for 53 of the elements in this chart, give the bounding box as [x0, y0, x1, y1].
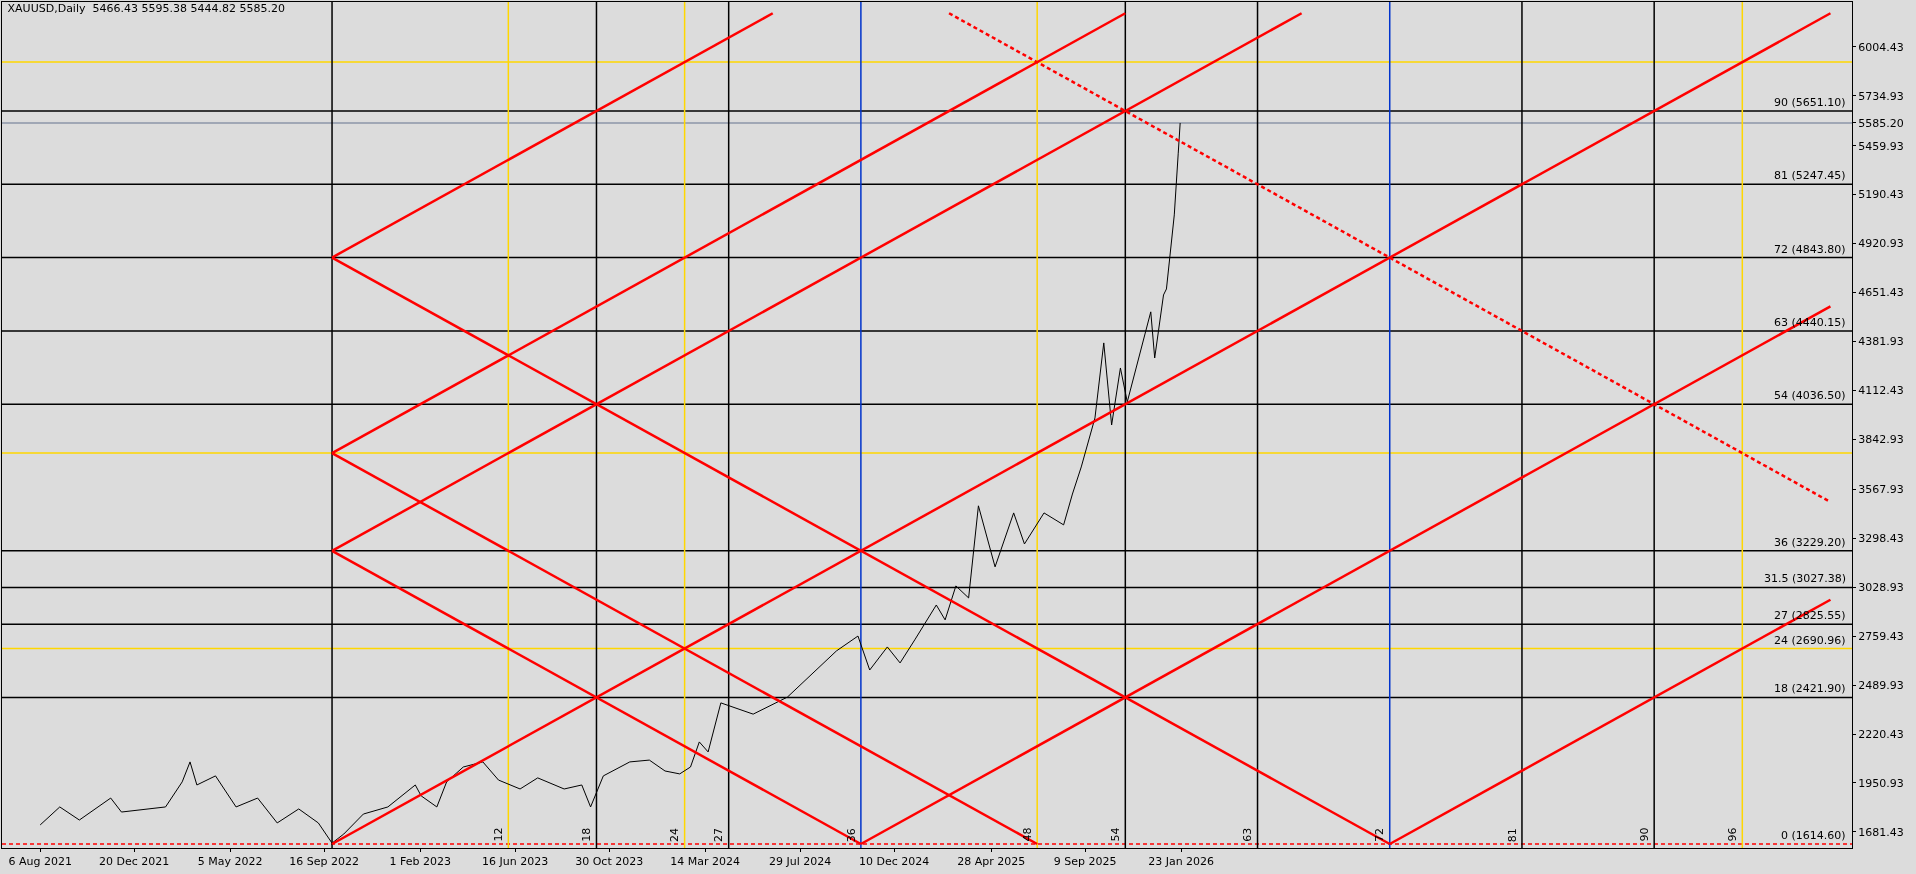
ref-line-label: 27: [712, 827, 726, 842]
x-tick-label: 30 Oct 2023: [575, 855, 644, 869]
x-tick-label: 14 Mar 2024: [670, 855, 741, 869]
x-tick-label: 16 Jun 2023: [482, 855, 549, 869]
y-tick-label: 1950.93: [1858, 776, 1904, 790]
ref-line-label: 24: [668, 827, 682, 842]
y-tick-label: 2489.93: [1858, 678, 1904, 692]
y-tick-label: 1681.43: [1858, 825, 1904, 839]
ref-line-label: 90 (5651.10): [1774, 96, 1846, 109]
ref-line-label: 12: [492, 827, 506, 842]
ref-line-label: 72 (4843.80): [1774, 243, 1846, 256]
ref-line-label: 81 (5247.45): [1774, 169, 1846, 182]
y-tick-label: 3842.93: [1858, 433, 1904, 447]
x-tick-label: 29 Jul 2024: [769, 855, 832, 869]
x-tick-label: 10 Dec 2024: [859, 855, 930, 869]
x-tick-label: 20 Dec 2021: [99, 855, 170, 869]
ref-line-label: 54 (4036.50): [1774, 389, 1846, 402]
x-tick-label: 23 Jan 2026: [1148, 855, 1215, 869]
ref-line-label: 48: [1020, 827, 1034, 842]
x-tick-label: 9 Sep 2025: [1053, 855, 1117, 869]
x-tick-label: 1 Feb 2023: [389, 855, 451, 869]
ref-line-label: 36: [844, 828, 858, 843]
y-tick-label: 4381.93: [1858, 335, 1904, 349]
x-tick-label: 5 May 2022: [197, 855, 263, 869]
ref-line-label: 63: [1241, 827, 1255, 842]
y-tick-label: 6004.43: [1858, 40, 1904, 54]
y-tick-label: 3298.43: [1858, 532, 1904, 546]
y-tick-label: 5585.20: [1858, 116, 1904, 130]
ref-line-label: 81: [1505, 828, 1519, 843]
y-tick-label: 5734.93: [1858, 89, 1904, 103]
y-tick-label: 3028.93: [1858, 581, 1904, 595]
x-tick-label: 16 Sep 2022: [289, 855, 360, 869]
y-tick-label: 2220.43: [1858, 727, 1904, 741]
ref-line-label: 24 (2690.96): [1774, 634, 1846, 647]
ref-line-label: 96: [1726, 827, 1740, 842]
ref-line-label: 0 (1614.60): [1781, 829, 1846, 842]
y-tick-label: 5190.43: [1858, 188, 1904, 202]
y-tick-label: 2759.43: [1858, 630, 1904, 643]
y-tick-label: 3567.93: [1858, 483, 1904, 497]
ref-line-label: 31.5 (3027.38): [1764, 572, 1847, 585]
ref-line-label: 18: [580, 827, 594, 842]
y-tick-label: 5459.93: [1858, 139, 1904, 153]
chart-title: XAUUSD,Daily 5466.43 5595.38 5444.82 5585.20: [7, 2, 285, 16]
y-tick-label: 4651.43: [1858, 286, 1904, 300]
y-tick-label: 4920.93: [1858, 237, 1904, 251]
x-tick-label: 6 Aug 2021: [8, 855, 72, 869]
ref-line-label: 72: [1373, 828, 1387, 843]
ref-line-label: 54: [1109, 827, 1123, 842]
y-tick-label: 4112.43: [1858, 384, 1904, 398]
ref-line-label: 90: [1637, 827, 1651, 842]
x-tick-label: 28 Apr 2025: [957, 855, 1026, 869]
ref-line-label: 36 (3229.20): [1774, 536, 1846, 549]
ref-line-label: 18 (2421.90): [1774, 682, 1846, 695]
